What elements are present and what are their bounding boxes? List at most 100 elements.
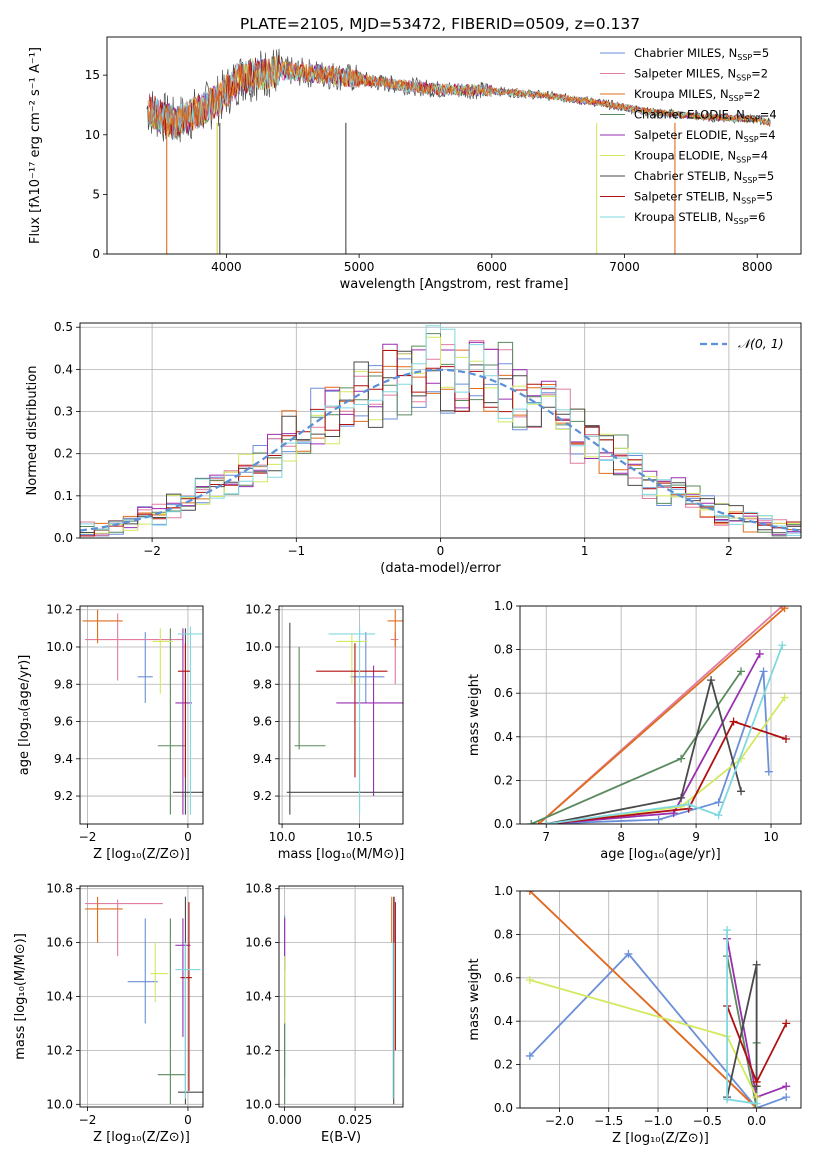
mass-weight-marker (542, 820, 551, 824)
x-tick-label: 0 (184, 1113, 192, 1127)
y-tick-label: 0.1 (54, 489, 73, 503)
mass-weight-marker (723, 1095, 732, 1104)
mass-weight-line (538, 607, 786, 824)
x-tick-label: −1.5 (594, 1114, 623, 1128)
mass-weight-marker (737, 667, 746, 676)
axes-frame (278, 885, 404, 1108)
plot-area (146, 48, 771, 254)
y-tick-label: 1.0 (494, 599, 513, 613)
y-tick-label: 9.6 (253, 715, 272, 729)
y-tick-label: 0.4 (54, 362, 73, 376)
y-tick-label: 0.8 (494, 643, 513, 657)
x-tick-label: −2.0 (545, 1114, 574, 1128)
legend-entry: Salpeter MILES, NSSP=2 (634, 67, 768, 83)
y-tick-label: 9.4 (253, 752, 272, 766)
mass-weight-marker (782, 1082, 791, 1091)
y-tick-label: 15 (85, 68, 100, 82)
mass-weight-marker (684, 800, 693, 809)
x-axis-label: Z [log₁₀(Z/Z⊙)] (93, 1130, 190, 1145)
legend-entry: Kroupa MILES, NSSP=2 (634, 87, 760, 103)
mass-weight-line (546, 644, 784, 824)
y-tick-label: 0.5 (54, 320, 73, 334)
legend-entry: Salpeter ELODIE, NSSP=4 (634, 128, 776, 144)
histogram-step (80, 325, 801, 537)
y-tick-label: 1.0 (494, 884, 513, 898)
x-axis-label: age [log₁₀(age/yr)] (600, 847, 721, 862)
legend-entry: Chabrier STELIB, NSSP=5 (634, 169, 774, 185)
y-axis-label: mass weight (467, 674, 482, 756)
x-tick-label: 2 (725, 544, 733, 558)
y-tick-label: 10.2 (245, 1043, 272, 1057)
mass-weight-marker (723, 926, 732, 935)
y-tick-label: 9.6 (54, 715, 73, 729)
x-axis-label: Z [log₁₀(Z/Z⊙)] (612, 1131, 709, 1146)
plot-area (284, 896, 396, 1105)
mass-weight-marker (759, 667, 768, 676)
y-tick-label: 10 (85, 128, 100, 142)
mass-weight-line (546, 676, 742, 824)
mass-weight-marker (752, 960, 761, 969)
x-axis-label: Z [log₁₀(Z/Z⊙)] (93, 847, 190, 862)
mass-weight-marker (752, 1077, 761, 1086)
x-tick-label: 6000 (477, 260, 508, 274)
mass-weight-marker (677, 793, 686, 802)
mass-weight-marker (778, 641, 787, 650)
legend-entry: Chabrier MILES, NSSP=5 (634, 46, 769, 62)
mass-weight-line (529, 979, 758, 1098)
mass-weight-marker (782, 734, 791, 743)
y-axis-label: age [log₁₀(age/yr)] (17, 655, 32, 776)
x-tick-label: 10.0 (269, 830, 296, 844)
plot-area (85, 896, 203, 1105)
age-vs-mass-panel: 10.0 10.5 9.2 9.4 9.6 9.8 10.0 10.2 mass [log₁₀(… (245, 603, 404, 862)
legend-entry: Kroupa STELIB, NSSP=6 (634, 210, 765, 226)
y-tick-label: 10.2 (46, 603, 73, 617)
mass-weight-marker (707, 676, 716, 685)
x-tick-label: 0 (437, 544, 445, 558)
axes-frame (519, 890, 802, 1109)
y-tick-label: 10.4 (245, 990, 272, 1004)
x-tick-label: 0 (184, 830, 192, 844)
mass-weight-marker (714, 811, 723, 820)
spectrum-line (149, 58, 771, 141)
residual-histogram-panel: −2 −1 0 1 2 0.0 0.1 0.2 0.3 0.4 0.5 (data-model)/er… (25, 320, 802, 576)
x-tick-label: 0.025 (338, 1113, 372, 1127)
axes-frame (79, 885, 204, 1108)
mass-weight-marker (752, 1099, 761, 1108)
y-tick-label: 0.6 (494, 971, 513, 985)
x-tick-label: −2 (79, 1113, 97, 1127)
y-tick-label: 0 (92, 247, 100, 261)
x-tick-label: −1.0 (643, 1114, 672, 1128)
mass-weight-marker (677, 754, 686, 763)
y-tick-label: 9.2 (54, 789, 73, 803)
plot-area (82, 609, 203, 815)
x-axis-label: E(B-V) (321, 1130, 361, 1145)
mass-weight-line (538, 671, 770, 824)
y-axis-label: mass [log₁₀(M/M⊙)] (13, 933, 28, 1060)
mass-weight-marker (755, 649, 764, 658)
y-tick-label: 10.0 (46, 640, 73, 654)
mass-weight-marker (729, 717, 738, 726)
y-tick-label: 9.8 (54, 677, 73, 691)
legend-entry: Salpeter STELIB, NSSP=5 (634, 190, 773, 206)
y-tick-label: 0.8 (494, 927, 513, 941)
legend-entry: Kroupa ELODIE, NSSP=4 (634, 149, 768, 165)
x-tick-label: 8 (617, 830, 625, 844)
y-tick-label: 10.2 (245, 603, 272, 617)
x-axis-label: wavelength [Angstrom, rest frame] (340, 277, 569, 292)
legend-entry: Chabrier ELODIE, NSSP=4 (634, 108, 777, 124)
y-tick-label: 0.3 (54, 405, 73, 419)
y-tick-label: 10.0 (46, 1097, 73, 1111)
x-axis-label: (data-model)/error (380, 561, 501, 576)
mass-weight-marker (624, 949, 633, 958)
x-tick-label: 0.000 (267, 1113, 301, 1127)
y-tick-label: 0.2 (494, 773, 513, 787)
plot-area (286, 609, 403, 815)
x-tick-label: 8000 (742, 260, 773, 274)
x-tick-label: 10.5 (346, 830, 373, 844)
mass-vs-ebv-panel: 0.000 0.025 10.0 10.2 10.4 10.6 10.8 E(B-V) (245, 882, 404, 1145)
y-tick-label: 10.6 (245, 936, 272, 950)
x-tick-label: 1 (581, 544, 589, 558)
mass-weight-marker (737, 787, 746, 796)
mass-weight-marker (654, 815, 663, 824)
